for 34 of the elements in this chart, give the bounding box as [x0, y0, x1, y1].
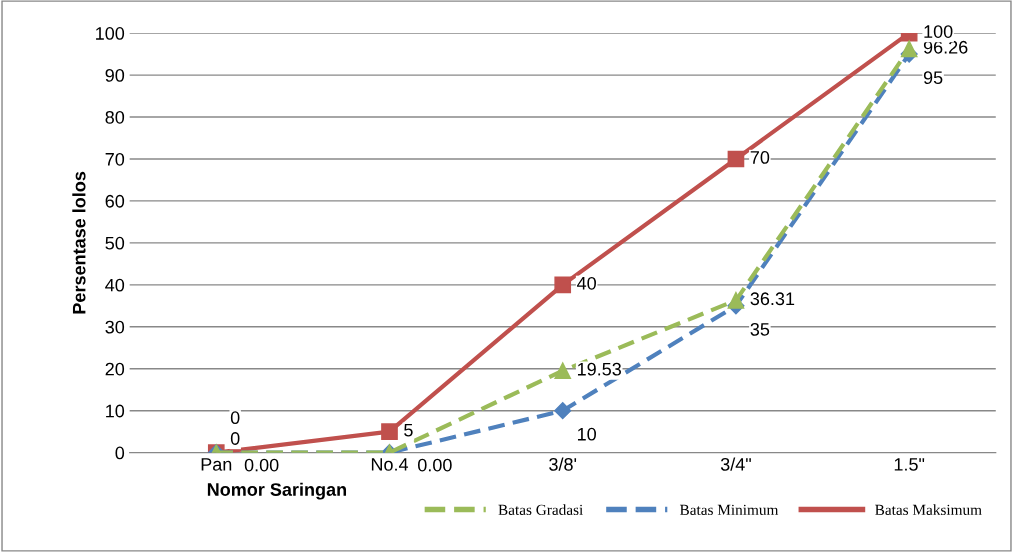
data-label: 100	[924, 25, 953, 38]
legend-label: Batas Gradasi	[498, 504, 583, 515]
y-tick-label: 0	[115, 446, 125, 460]
y-axis-title: Persentase lolos	[72, 171, 86, 314]
y-tick-label: 20	[105, 362, 125, 376]
data-label: 5	[404, 423, 413, 437]
data-label: 10	[577, 427, 596, 441]
x-tick-label: No.4	[371, 458, 409, 471]
y-tick-label: 50	[105, 236, 125, 250]
x-tick-label: 1.5"	[894, 458, 925, 471]
data-label: 19.53	[577, 362, 621, 376]
data-label: 36.31	[750, 292, 795, 306]
data-label: 0.00	[244, 458, 279, 472]
data-label: 0	[230, 411, 240, 425]
legend-label: Batas Minimum	[679, 504, 779, 515]
y-tick-label: 90	[105, 69, 125, 82]
data-label: 0.00	[417, 458, 452, 472]
data-label: 35	[750, 322, 770, 336]
data-label: 95	[923, 71, 943, 85]
y-tick-label: 60	[105, 194, 125, 208]
x-tick-label: Pan	[201, 458, 232, 471]
y-tick-label: 30	[105, 320, 125, 334]
x-tick-label: 3/4"	[720, 457, 751, 471]
y-tick-label: 10	[106, 404, 125, 418]
y-tick-label: 80	[105, 110, 125, 124]
data-label: 40	[577, 276, 596, 290]
data-label: 70	[750, 151, 770, 164]
x-axis-title: Nomor Saringan	[207, 482, 347, 500]
y-tick-label: 100	[96, 27, 125, 40]
legend-label: Batas Maksimum	[875, 504, 982, 515]
y-tick-label: 70	[105, 152, 125, 166]
data-label: 0	[230, 432, 240, 445]
x-tick-label: 3/8'	[549, 457, 577, 471]
y-tick-label: 40	[105, 278, 125, 292]
